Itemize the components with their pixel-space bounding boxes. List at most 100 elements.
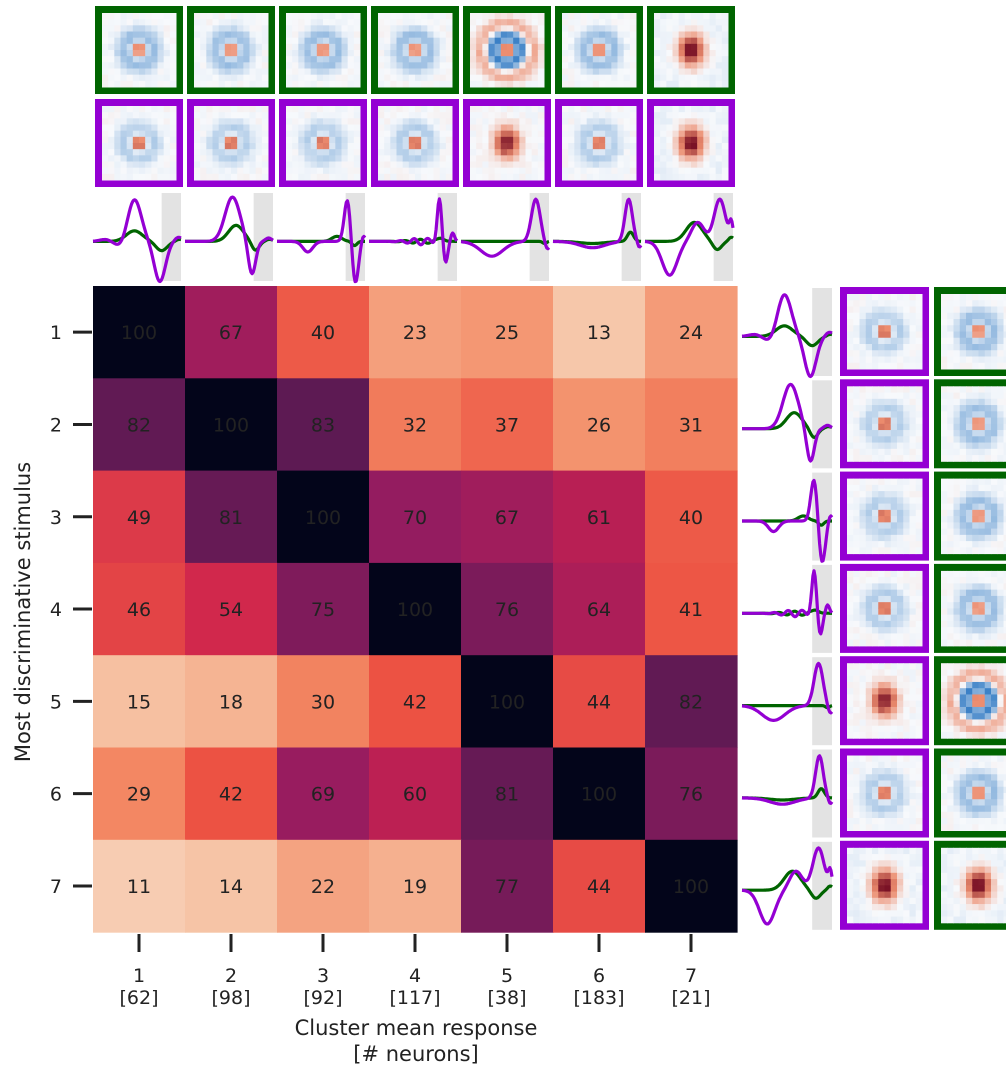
stimulus-pixel [298, 112, 305, 119]
stimulus-pixel [878, 755, 885, 763]
cell-value-label: 81 [219, 507, 243, 529]
stimulus-pixel [231, 167, 238, 175]
stimulus-pixel [200, 80, 207, 88]
stimulus-pixel [909, 755, 917, 763]
stimulus-pixel [390, 112, 397, 119]
stimulus-pixel [915, 854, 923, 861]
stimulus-pixel [997, 455, 1004, 462]
stimulus-pixel [378, 112, 385, 119]
stimulus-pixel [859, 614, 867, 622]
stimulus-pixel [617, 106, 625, 113]
stimulus-pixel [991, 602, 998, 609]
stimulus-pixel [163, 50, 171, 57]
stimulus-pixel [421, 155, 428, 162]
stimulus-pixel [666, 173, 673, 181]
stimulus-pixel [605, 25, 612, 32]
stimulus-pixel [966, 312, 973, 320]
stimulus-pixel [978, 706, 986, 714]
stimulus-pixel [292, 25, 299, 32]
stimulus-pixel [126, 31, 134, 39]
stimulus-pixel [684, 118, 692, 125]
stimulus-pixel [672, 68, 680, 76]
stimulus-pixel [126, 130, 134, 138]
stimulus-pixel [163, 155, 171, 162]
stimulus-pixel [678, 136, 686, 144]
stimulus-pixel [997, 761, 1004, 769]
stimulus-pixel [390, 68, 397, 76]
stimulus-pixel [145, 161, 152, 169]
stimulus-pixel [378, 74, 385, 82]
stimulus-pixel [909, 522, 917, 530]
stimulus-pixel [304, 19, 312, 26]
stimulus-pixel [519, 25, 526, 32]
stimulus-pixel [984, 430, 992, 437]
stimulus-pixel [941, 294, 948, 301]
stimulus-pixel [672, 118, 680, 125]
stimulus-pixel [408, 56, 416, 63]
stimulus-pixel [915, 294, 923, 301]
stimulus-pixel [947, 423, 954, 431]
stimulus-pixel [897, 620, 904, 628]
stimulus-pixel [126, 149, 134, 156]
stimulus-pixel [537, 37, 545, 45]
stimulus-pixel [347, 149, 355, 156]
stimulus-pixel [847, 534, 854, 542]
stimulus-pixel [586, 25, 594, 32]
stimulus-pixel [163, 80, 171, 88]
stimulus-pixel [390, 149, 397, 156]
stimulus-pixel [488, 43, 496, 51]
stimulus-pixel [972, 570, 979, 578]
stimulus-pixel [941, 719, 948, 727]
stimulus-pixel [335, 136, 342, 144]
stimulus-pixel [206, 13, 213, 20]
stimulus-pixel [915, 405, 923, 412]
stimulus-pixel [909, 706, 917, 714]
stimulus-pixel [878, 614, 885, 622]
stimulus-pixel [947, 774, 954, 781]
stimulus-pixel [237, 37, 244, 45]
stimulus-pixel [865, 294, 873, 301]
stimulus-pixel [592, 130, 600, 138]
stimulus-pixel [959, 436, 967, 444]
stimulus-pixel [169, 74, 177, 82]
heatmap-cell [93, 655, 186, 749]
stimulus-pixel [599, 50, 606, 57]
stimulus-pixel [997, 577, 1004, 584]
stimulus-pixel [574, 155, 581, 162]
stimulus-pixel [323, 112, 330, 119]
stimulus-pixel [249, 161, 257, 169]
stimulus-pixel [953, 405, 961, 412]
stimulus-pixel [261, 124, 269, 132]
stimulus-pixel [915, 312, 923, 320]
stimulus-pixel [897, 392, 904, 400]
stimulus-pixel [966, 731, 973, 739]
stimulus-pixel [997, 411, 1004, 419]
stimulus-pixel [872, 344, 879, 351]
stimulus-pixel [415, 37, 422, 45]
stimulus-pixel [580, 68, 588, 76]
stimulus-pixel [488, 124, 496, 132]
stimulus-pixel [445, 74, 453, 82]
stimulus-pixel [310, 37, 318, 45]
stimulus-pixel [304, 25, 312, 32]
stimulus-pixel [341, 161, 349, 169]
stimulus-pixel [666, 155, 673, 162]
stimulus-pixel [316, 155, 324, 162]
stimulus-pixel [562, 143, 569, 150]
stimulus-pixel [390, 155, 397, 162]
stimulus-pixel [953, 780, 961, 788]
stimulus-pixel [697, 74, 704, 82]
stimulus-pixel [915, 879, 923, 886]
stimulus-pixel [132, 74, 140, 82]
stimulus-pixel [865, 799, 873, 806]
stimulus-pixel [878, 633, 885, 641]
stimulus-pixel [859, 719, 867, 727]
stimulus-pixel [991, 719, 998, 727]
stimulus-pixel [697, 106, 704, 113]
stimulus-pixel [878, 706, 885, 714]
stimulus-pixel [611, 13, 618, 20]
stimulus-pixel [959, 663, 967, 670]
stimulus-pixel [145, 31, 152, 39]
stimulus-thumbnail [187, 6, 275, 94]
discriminative-trace [92, 198, 182, 284]
